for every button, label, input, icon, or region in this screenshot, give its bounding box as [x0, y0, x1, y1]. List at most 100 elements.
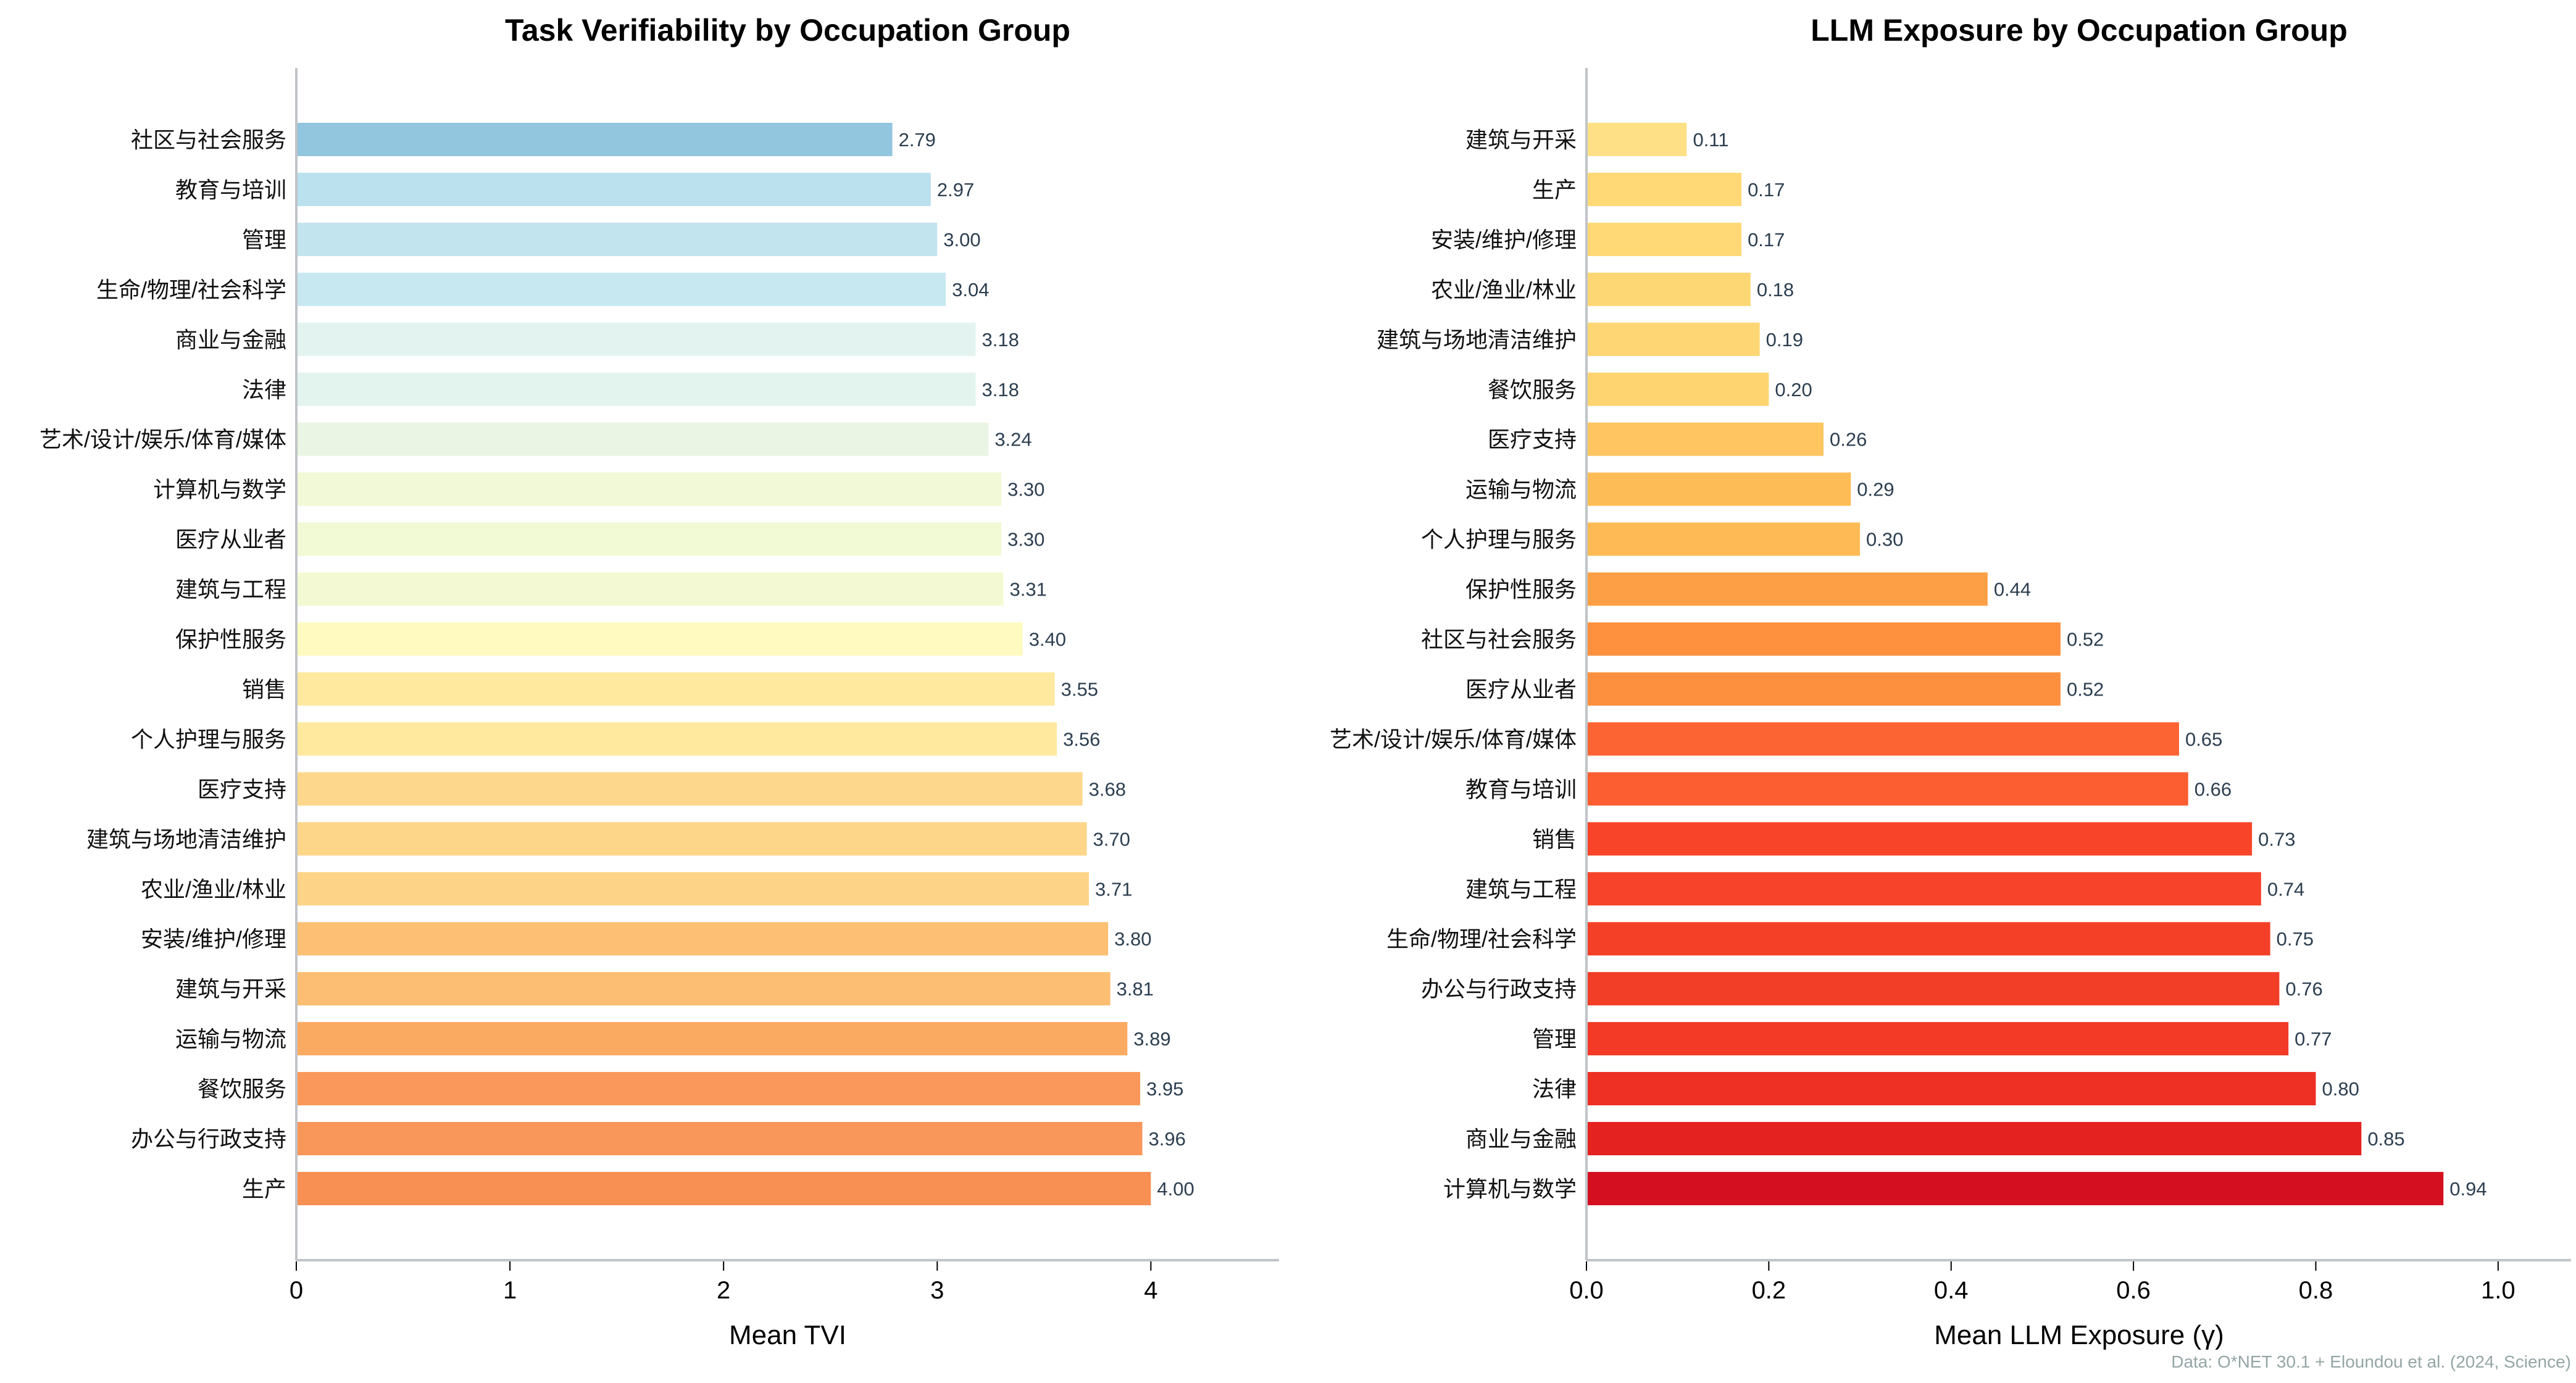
category-label: 商业与金融 — [1465, 1126, 1577, 1152]
x-tick-label: 0 — [290, 1277, 303, 1304]
value-label: 0.52 — [2067, 678, 2104, 700]
category-label: 生命/物理/社会科学 — [96, 277, 286, 302]
value-label: 3.30 — [1007, 529, 1044, 550]
value-label: 0.65 — [2185, 728, 2222, 750]
value-label: 3.04 — [952, 279, 989, 301]
bar — [1588, 872, 2261, 906]
bar — [1588, 572, 1988, 606]
category-label: 医疗从业者 — [1465, 676, 1577, 702]
category-label: 农业/渔业/林业 — [141, 876, 286, 902]
bar — [1588, 272, 1751, 306]
bar — [1588, 372, 1769, 406]
category-label: 建筑与场地清洁维护 — [86, 826, 286, 852]
bar-group: 建筑与开采 0.11 生产 0.17 安装/维护/修理 0.17 农业/渔业/林业 0.18 建… — [1330, 123, 2487, 1205]
bar — [1588, 1122, 2362, 1155]
bar — [298, 222, 938, 256]
category-label: 运输与物流 — [1465, 477, 1577, 502]
category-label: 法律 — [242, 377, 286, 402]
x-tick-group: 0.0 0.2 0.4 0.6 0.8 1.0 — [1569, 1261, 2516, 1304]
source-note: Data: O*NET 30.1 + Eloundou et al. (2024… — [2171, 1352, 2571, 1371]
bar — [298, 123, 893, 156]
x-tick-label: 0.6 — [2116, 1277, 2151, 1304]
category-label: 教育与培训 — [175, 177, 286, 202]
value-label: 0.66 — [2195, 778, 2232, 800]
x-axis-label: Mean TVI — [729, 1320, 846, 1350]
category-label: 建筑与工程 — [175, 577, 286, 602]
value-label: 3.55 — [1061, 678, 1098, 700]
category-label: 计算机与数学 — [1443, 1176, 1577, 1202]
value-label: 3.68 — [1089, 778, 1126, 800]
chart-title: LLM Exposure by Occupation Group — [1811, 13, 2348, 48]
value-label: 0.11 — [1693, 129, 1728, 151]
category-label: 个人护理与服务 — [131, 726, 286, 752]
bar — [1588, 672, 2061, 706]
bar — [1588, 422, 1824, 456]
value-label: 0.44 — [1994, 579, 2031, 600]
category-label: 社区与社会服务 — [131, 127, 286, 152]
bar — [1588, 822, 2253, 856]
x-tick-group: 0 1 2 3 4 — [290, 1261, 1157, 1304]
category-label: 建筑与开采 — [175, 976, 286, 1002]
category-label: 销售 — [242, 676, 286, 702]
category-label: 销售 — [1532, 826, 1577, 852]
category-label: 医疗从业者 — [175, 527, 286, 552]
category-label: 建筑与工程 — [1465, 876, 1577, 902]
category-label: 法律 — [1532, 1076, 1577, 1102]
category-label: 保护性服务 — [175, 627, 286, 652]
bar — [298, 872, 1089, 906]
bar — [298, 622, 1023, 656]
value-label: 0.19 — [1766, 329, 1803, 351]
value-label: 3.31 — [1010, 579, 1047, 600]
category-label: 计算机与数学 — [153, 477, 286, 502]
category-label: 农业/渔业/林业 — [1431, 277, 1577, 302]
category-label: 餐饮服务 — [198, 1076, 286, 1102]
bar — [1588, 922, 2270, 956]
bar — [298, 322, 976, 356]
bar — [298, 422, 989, 456]
value-label: 0.17 — [1748, 179, 1785, 201]
bar-group: 社区与社会服务 2.79 教育与培训 2.97 管理 3.00 生命/物理/社会科学 3.04… — [40, 123, 1194, 1205]
bar — [1588, 172, 1742, 206]
bar — [298, 522, 1002, 556]
bar — [1588, 1171, 2444, 1205]
category-label: 商业与金融 — [175, 327, 286, 352]
x-tick-label: 4 — [1144, 1277, 1157, 1304]
value-label: 3.95 — [1146, 1078, 1183, 1100]
category-label: 安装/维护/修理 — [141, 926, 286, 952]
value-label: 0.85 — [2367, 1128, 2404, 1150]
value-label: 4.00 — [1157, 1178, 1194, 1200]
category-label: 生产 — [242, 1176, 286, 1202]
bar — [1588, 622, 2061, 656]
value-label: 0.20 — [1775, 379, 1812, 401]
bar — [298, 1072, 1141, 1106]
category-label: 医疗支持 — [198, 776, 286, 802]
value-label: 0.74 — [2267, 878, 2304, 900]
x-tick-label: 1 — [503, 1277, 517, 1304]
bar — [1588, 322, 1760, 356]
bar — [298, 272, 946, 306]
x-axis-label: Mean LLM Exposure (γ) — [1934, 1320, 2224, 1350]
category-label: 办公与行政支持 — [1421, 976, 1577, 1002]
x-tick-label: 0.0 — [1569, 1277, 1604, 1304]
bar — [298, 172, 931, 206]
category-label: 生产 — [1532, 177, 1577, 202]
value-label: 0.80 — [2322, 1078, 2359, 1100]
category-label: 教育与培训 — [1465, 776, 1577, 802]
bar — [1588, 1072, 2316, 1106]
value-label: 3.24 — [994, 429, 1032, 451]
bar — [1588, 222, 1742, 256]
bar — [298, 372, 976, 406]
bar — [1588, 522, 1861, 556]
bar — [298, 672, 1055, 706]
x-tick-label: 3 — [930, 1277, 944, 1304]
category-label: 艺术/设计/娱乐/体育/媒体 — [40, 427, 286, 452]
value-label: 3.40 — [1029, 629, 1066, 650]
category-label: 个人护理与服务 — [1421, 527, 1577, 552]
category-label: 建筑与开采 — [1465, 127, 1577, 152]
x-tick-label: 0.2 — [1752, 1277, 1786, 1304]
bar — [298, 472, 1002, 506]
category-label: 保护性服务 — [1465, 577, 1577, 602]
value-label: 3.70 — [1093, 828, 1130, 850]
category-label: 艺术/设计/娱乐/体育/媒体 — [1330, 726, 1577, 752]
value-label: 3.56 — [1063, 728, 1100, 750]
